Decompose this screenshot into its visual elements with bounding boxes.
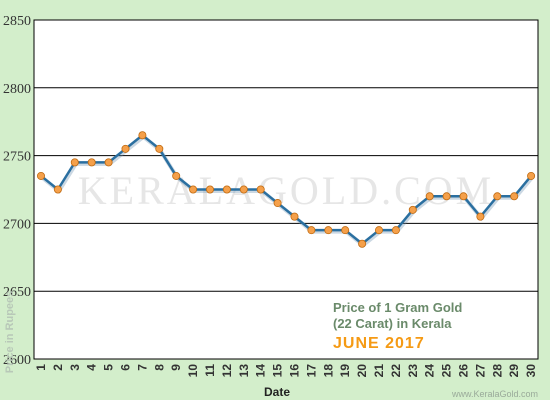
x-tick-label: 26 — [457, 364, 471, 378]
data-point — [324, 226, 333, 235]
data-point — [442, 192, 451, 201]
x-tick-label: 16 — [288, 364, 302, 378]
data-point — [374, 226, 383, 235]
grid-lines — [34, 19, 538, 360]
x-tick-label: 30 — [524, 364, 538, 378]
x-tick-label: 12 — [220, 364, 234, 378]
data-point — [307, 226, 316, 235]
data-point — [358, 239, 367, 248]
x-axis-ticks: 1 2 3 4 5 6 7 8 9 10 11 12 13 14 15 16 17 18 19 20 21 22 23 24 2… — [34, 364, 538, 378]
x-tick-label: 11 — [203, 364, 217, 377]
data-point — [493, 192, 502, 201]
x-tick-label: 28 — [490, 364, 504, 378]
data-point — [70, 158, 79, 167]
x-tick-label: 29 — [507, 364, 521, 378]
data-point — [459, 192, 468, 201]
data-point — [290, 212, 299, 221]
data-point — [138, 131, 147, 140]
x-axis-label: Date — [264, 385, 290, 399]
x-tick-label: 8 — [152, 364, 166, 371]
x-tick-label: 6 — [119, 364, 133, 371]
data-point — [189, 185, 198, 194]
x-tick-label: 5 — [102, 364, 116, 371]
x-tick-label: 2 — [51, 364, 65, 371]
data-point — [53, 185, 62, 194]
x-tick-label: 9 — [169, 364, 183, 371]
data-point — [391, 226, 400, 235]
x-tick-label: 19 — [338, 364, 352, 378]
y-tick-label: 2850 — [3, 14, 31, 29]
x-tick-label: 1 — [34, 364, 48, 371]
data-point — [87, 158, 96, 167]
y-axis-label: Price in Rupees — [4, 291, 16, 374]
y-tick-label: 2700 — [3, 217, 31, 232]
x-tick-label: 18 — [321, 364, 335, 378]
data-point — [510, 192, 519, 201]
x-tick-label: 14 — [254, 364, 268, 378]
x-tick-label: 4 — [85, 364, 99, 371]
data-point — [172, 171, 181, 180]
data-point — [104, 158, 113, 167]
y-tick-label: 2800 — [3, 82, 31, 97]
series-layer — [37, 131, 536, 248]
x-tick-label: 27 — [473, 364, 487, 378]
x-tick-label: 22 — [389, 364, 403, 378]
x-tick-label: 21 — [372, 364, 386, 378]
x-tick-label: 20 — [355, 364, 369, 378]
x-tick-label: 15 — [271, 364, 285, 378]
credit-text: www.KeralaGold.com — [451, 389, 538, 399]
chart-title-line-1: Price of 1 Gram Gold — [333, 300, 462, 315]
data-point — [527, 171, 536, 180]
data-point — [205, 185, 214, 194]
data-point — [476, 212, 485, 221]
x-tick-label: 7 — [135, 364, 149, 371]
data-point — [408, 205, 417, 214]
y-tick-label: 2650 — [3, 285, 31, 300]
data-point — [37, 171, 46, 180]
plot-area — [33, 19, 539, 360]
x-tick-label: 17 — [304, 364, 318, 378]
data-point — [121, 144, 130, 153]
data-point — [239, 185, 248, 194]
data-point — [273, 199, 282, 208]
data-point — [341, 226, 350, 235]
y-axis-ticks: 2600 2650 2700 2750 2800 2850 — [3, 14, 31, 368]
data-point — [222, 185, 231, 194]
x-tick-label: 25 — [440, 364, 454, 378]
x-tick-label: 3 — [68, 364, 82, 371]
chart-subtitle: JUNE 2017 — [333, 335, 425, 352]
y-tick-label: 2600 — [3, 353, 31, 368]
x-tick-label: 10 — [186, 364, 200, 378]
x-tick-label: 23 — [406, 364, 420, 378]
watermark-text: KERALAGOLD.COM — [78, 168, 494, 213]
x-tick-label: 24 — [423, 364, 437, 378]
data-point — [155, 144, 164, 153]
y-tick-label: 2750 — [3, 150, 31, 165]
data-point — [256, 185, 265, 194]
data-point — [425, 192, 434, 201]
x-tick-label: 13 — [237, 364, 251, 378]
chart-title-line-2: (22 Carat) in Kerala — [333, 316, 452, 331]
